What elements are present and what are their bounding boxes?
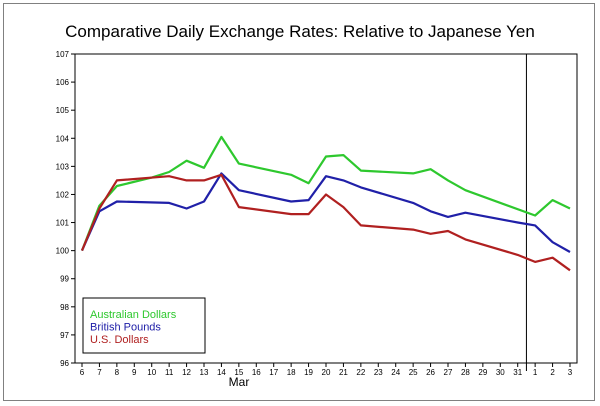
x-tick-label: 29 — [478, 368, 487, 377]
legend-box — [82, 297, 206, 354]
y-tick-label: 98 — [60, 303, 69, 312]
x-tick-label: 21 — [339, 368, 348, 377]
x-tick-label: 18 — [287, 368, 296, 377]
x-tick-label: 12 — [182, 368, 191, 377]
x-tick-label: 20 — [322, 368, 331, 377]
y-tick-label: 107 — [56, 50, 70, 59]
x-tick-label: 13 — [200, 368, 209, 377]
y-axis: 96 97 98 99 100 101 102 103 104 105 106 107 — [56, 50, 75, 368]
x-tick-label: 22 — [356, 368, 365, 377]
y-tick-label: 97 — [60, 331, 69, 340]
x-tick-label: 16 — [252, 368, 261, 377]
x-tick-label: 24 — [391, 368, 400, 377]
x-tick-label: 27 — [444, 368, 453, 377]
x-tick-label: 10 — [147, 368, 156, 377]
x-axis: 6 7 8 9 10 11 12 13 14 15 16 17 18 19 20 21 22 23 24 25 26 27… — [80, 363, 573, 377]
series-lines — [80, 135, 571, 272]
x-tick-label: 2 — [550, 368, 555, 377]
x-axis-label: Mar — [229, 375, 250, 389]
x-tick-label: 15 — [234, 368, 243, 377]
x-tick-label: 1 — [533, 368, 538, 377]
x-tick-label: 7 — [97, 368, 102, 377]
x-tick-label: 26 — [426, 368, 435, 377]
x-tick-label: 28 — [461, 368, 470, 377]
x-tick-label: 30 — [496, 368, 505, 377]
x-tick-label: 31 — [513, 368, 522, 377]
series-line-0 — [80, 135, 571, 251]
y-tick-label: 100 — [56, 247, 70, 256]
x-tick-label: 8 — [115, 368, 120, 377]
x-tick-label: 9 — [132, 368, 137, 377]
y-tick-label: 102 — [56, 190, 70, 199]
x-tick-label: 17 — [269, 368, 278, 377]
y-tick-label: 106 — [56, 78, 70, 87]
x-tick-label: 25 — [409, 368, 418, 377]
chart-title: Comparative Daily Exchange Rates: Relati… — [65, 22, 535, 41]
series-line-1 — [80, 172, 571, 253]
x-tick-label: 3 — [568, 368, 573, 377]
x-tick-label: 6 — [80, 368, 85, 377]
legend-entry: Australian Dollars — [90, 309, 177, 321]
y-tick-label: 99 — [60, 275, 69, 284]
legend-entry: U.S. Dollars — [90, 334, 149, 346]
y-tick-label: 96 — [60, 359, 69, 368]
x-tick-label: 19 — [304, 368, 313, 377]
y-tick-label: 105 — [56, 106, 70, 115]
series-line-2 — [80, 173, 571, 272]
x-tick-label: 23 — [374, 368, 383, 377]
x-tick-label: 14 — [217, 368, 226, 377]
x-tick-label: 11 — [165, 368, 174, 377]
y-tick-label: 103 — [56, 162, 70, 171]
y-tick-label: 104 — [56, 134, 70, 143]
legend-entry: British Pounds — [90, 322, 161, 334]
y-tick-label: 101 — [56, 219, 70, 228]
